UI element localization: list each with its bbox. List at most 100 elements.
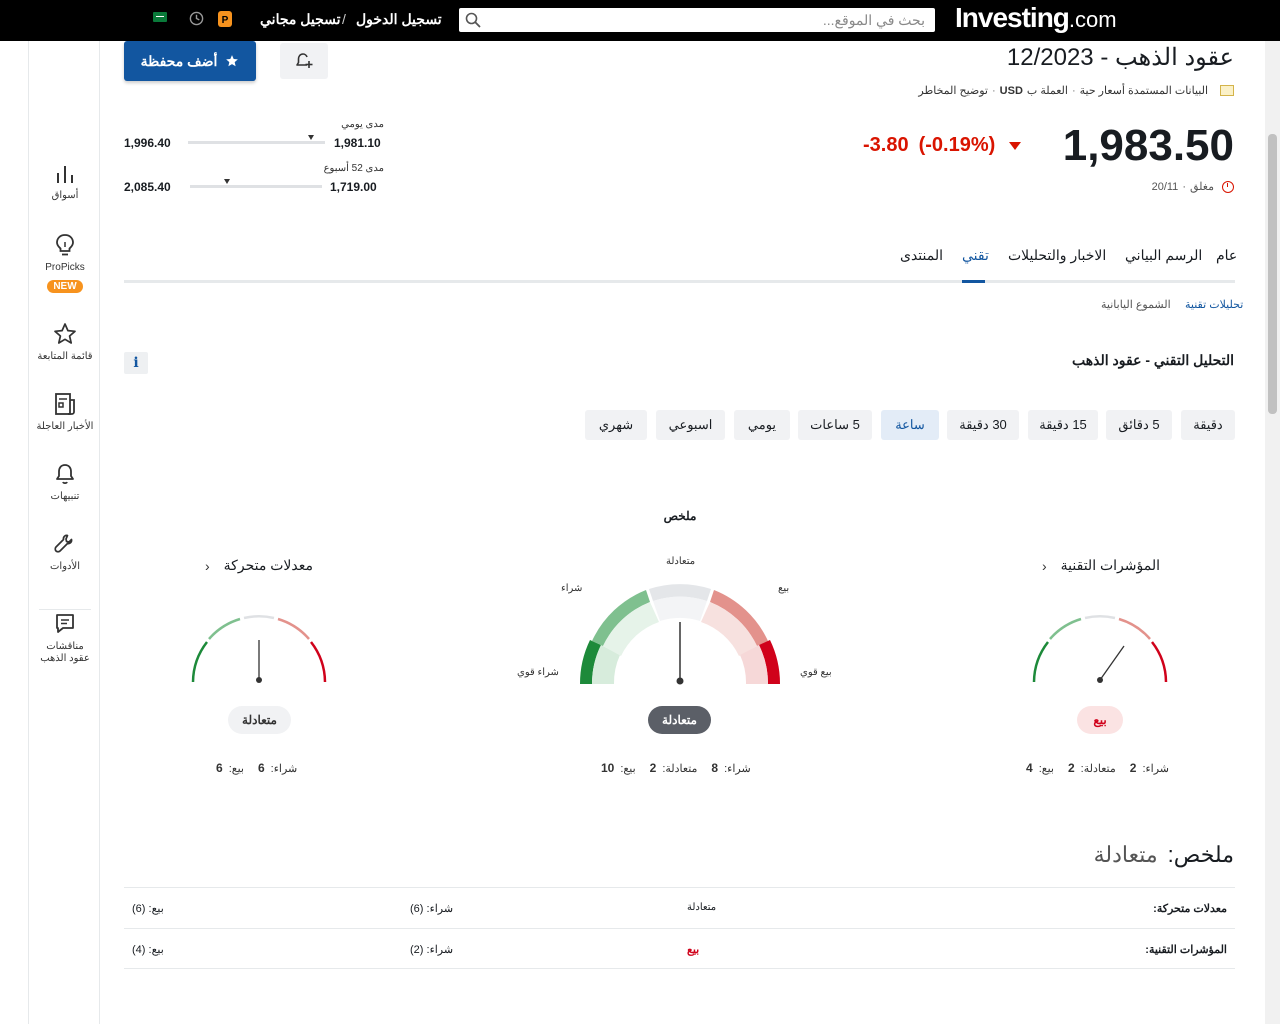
price-change: -3.80 (-0.19%) bbox=[863, 134, 1022, 157]
gauge-label-strong-sell: بيع قوي bbox=[800, 667, 832, 678]
technical-analysis-title: التحليل التقني - عقود الذهب bbox=[1072, 352, 1234, 368]
news-icon bbox=[55, 393, 75, 415]
sidebar-item-breaking-news[interactable]: الأخبار العاجلة bbox=[29, 392, 101, 433]
summary-heading: ملخص:متعادلة bbox=[1093, 842, 1234, 867]
indicators-gauge bbox=[1032, 615, 1168, 683]
bell-icon bbox=[56, 464, 74, 485]
row-sell: بيع: (6) bbox=[132, 903, 164, 915]
sidebar-item-markets[interactable]: أسواق bbox=[29, 163, 101, 202]
week52-range-bar bbox=[190, 185, 322, 188]
timeframe-daily[interactable]: يومي bbox=[734, 410, 790, 440]
change-percent: (-0.19%) bbox=[918, 134, 996, 156]
row-verdict: متعادلة bbox=[687, 902, 717, 913]
daily-range-high: 1,996.40 bbox=[124, 136, 171, 150]
gauge-neutral-fill bbox=[653, 596, 707, 621]
buy-count: شراء:2 bbox=[1129, 761, 1170, 775]
login-link[interactable]: تسجيل الدخول bbox=[356, 11, 442, 27]
gauge-needle-pivot bbox=[676, 677, 684, 685]
daily-range-bar bbox=[188, 141, 325, 144]
timeframe-monthly[interactable]: شهري bbox=[585, 410, 647, 440]
sidebar-item-gold-discussions[interactable]: مناقشات عقود الذهب bbox=[29, 612, 101, 665]
gauge-needle-pivot bbox=[256, 677, 262, 683]
sidebar-item-alerts[interactable]: تنبيهات bbox=[29, 462, 101, 503]
buy-count: شراء:8 bbox=[711, 761, 751, 775]
daily-range-marker bbox=[308, 135, 315, 140]
timeframe-15min[interactable]: 15 دقيقة bbox=[1028, 410, 1098, 440]
add-alert-button[interactable] bbox=[280, 43, 328, 79]
new-badge: NEW bbox=[47, 280, 83, 293]
add-portfolio-button[interactable]: أضف محفظة bbox=[124, 41, 256, 81]
sell-count: بيع:6 bbox=[216, 761, 244, 775]
status-label: مغلق bbox=[1189, 181, 1214, 193]
search-icon[interactable] bbox=[465, 12, 481, 28]
active-tab-indicator bbox=[962, 280, 985, 283]
daily-range-label: مدى يومي bbox=[341, 119, 384, 130]
currency-value: USD bbox=[999, 84, 1023, 97]
gauge-label-buy: شراء bbox=[561, 583, 583, 594]
propicks-icon[interactable]: P bbox=[218, 11, 232, 27]
gauge-needle-pivot bbox=[1097, 677, 1103, 683]
tab-news-analysis[interactable]: الاخبار والتحليلات bbox=[1008, 247, 1107, 263]
info-icon[interactable]: i bbox=[124, 352, 148, 374]
sidebar-item-tools[interactable]: الأدوات bbox=[29, 532, 101, 573]
sidebar-divider bbox=[39, 609, 91, 610]
investing-logo[interactable]: Investing.com bbox=[955, 2, 1117, 33]
timeframe-weekly[interactable]: اسبوعي bbox=[656, 410, 725, 440]
wrench-icon bbox=[54, 534, 73, 553]
summary-gauge-title: ملخص bbox=[663, 509, 697, 523]
timeframe-5hours[interactable]: 5 ساعات bbox=[798, 410, 872, 440]
search-input[interactable] bbox=[495, 8, 925, 32]
status-date: 20/11 bbox=[1151, 180, 1179, 193]
sidebar-item-watchlist[interactable]: قائمة المتابعة bbox=[29, 322, 101, 363]
sidebar: أسواق ProPicks NEW قائمة المتابعة الأخبا… bbox=[28, 41, 100, 1024]
gauge-strong-sell-fill bbox=[740, 645, 769, 684]
gauge-label-neutral: متعادلة bbox=[666, 556, 696, 567]
sell-count: بيع:10 bbox=[601, 761, 636, 775]
data-source-label: البيانات المستمدة أسعار حية bbox=[1079, 85, 1208, 97]
risk-disclosure-link[interactable]: توضيح المخاطر bbox=[918, 85, 988, 97]
sidebar-item-label: ProPicks bbox=[45, 262, 85, 273]
subtab-candlestick-patterns[interactable]: الشموع اليابانية bbox=[1101, 299, 1171, 311]
timeframe-30min[interactable]: 30 دقيقة bbox=[947, 410, 1019, 440]
timeframe-1hour[interactable]: ساعة bbox=[881, 410, 939, 440]
sidebar-item-propicks[interactable]: ProPicks NEW bbox=[29, 233, 101, 293]
search-box[interactable] bbox=[459, 8, 935, 32]
bell-plus-icon bbox=[296, 53, 313, 68]
row-name: معدلات متحركة: bbox=[1153, 903, 1227, 915]
subtab-technical-analysis[interactable]: تحليلات تقنية bbox=[1185, 299, 1244, 311]
scrollbar-thumb[interactable] bbox=[1268, 134, 1277, 414]
market-status: مغلق · 20/11 bbox=[1152, 180, 1234, 193]
row-buy: شراء: (2) bbox=[410, 944, 454, 956]
saudi-flag-icon[interactable] bbox=[153, 12, 167, 22]
tab-chart[interactable]: الرسم البياني bbox=[1125, 247, 1203, 263]
indicators-gauge-title[interactable]: المؤشرات التقنية ‹ bbox=[1042, 557, 1160, 574]
tab-forum[interactable]: المنتدى bbox=[900, 247, 944, 263]
row-name: المؤشرات التقنية: bbox=[1145, 944, 1227, 956]
gauge-neutral-segment bbox=[649, 584, 711, 601]
buy-count: شراء:6 bbox=[257, 761, 298, 775]
gauge-buy-fill bbox=[603, 602, 659, 656]
clock-icon bbox=[1222, 180, 1234, 193]
gauge-strong-buy-fill bbox=[591, 645, 620, 684]
star-icon bbox=[226, 55, 239, 67]
summary-value: متعادلة bbox=[1093, 842, 1158, 867]
week52-range-high: 2,085.40 bbox=[124, 180, 171, 194]
svg-text:P: P bbox=[222, 15, 229, 26]
history-icon[interactable] bbox=[189, 11, 204, 26]
instrument-tabs: عام الرسم البياني الاخبار والتحليلات تقن… bbox=[124, 240, 1238, 283]
signup-link[interactable]: تسجيل مجاني bbox=[260, 11, 341, 27]
week52-range-marker bbox=[223, 179, 230, 184]
chevron-left-icon: ‹ bbox=[205, 557, 210, 574]
add-portfolio-label: أضف محفظة bbox=[140, 52, 218, 69]
table-row: معدلات متحركة: متعادلة شراء: (6) بيع: (6… bbox=[124, 887, 1235, 928]
tab-overview[interactable]: عام bbox=[1216, 247, 1238, 263]
tab-technical[interactable]: تقني bbox=[962, 247, 989, 263]
moving-averages-gauge-title[interactable]: معدلات متحركة ‹ bbox=[205, 557, 313, 574]
gauge-sell-fill bbox=[701, 602, 757, 656]
timeframe-5min[interactable]: 5 دقائق bbox=[1106, 410, 1172, 440]
timeframe-1min[interactable]: دقيقة bbox=[1181, 410, 1235, 440]
neutral-count: متعادلة:2 bbox=[1067, 761, 1116, 775]
gauge-needle bbox=[1099, 645, 1125, 681]
scrollbar[interactable] bbox=[1265, 41, 1280, 1024]
document-icon bbox=[1220, 85, 1234, 96]
